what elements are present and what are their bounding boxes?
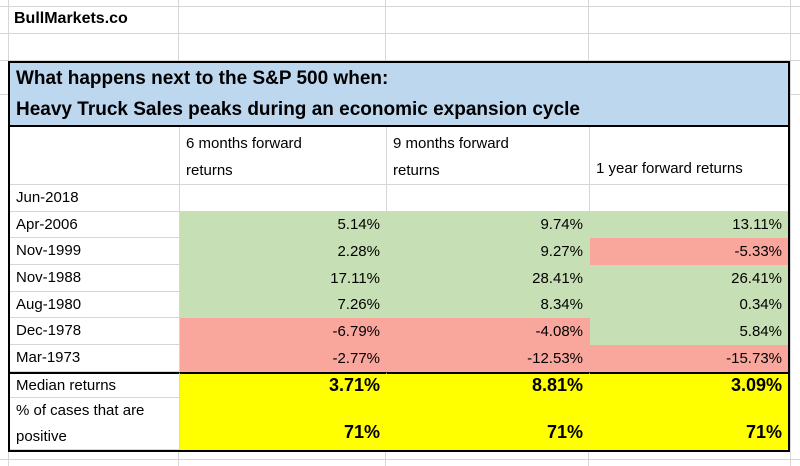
positive-pct-cell[interactable]: 71% (387, 398, 590, 450)
return-cell[interactable]: 2.28% (180, 238, 387, 265)
return-cell[interactable]: 9.74% (387, 212, 590, 238)
row-label[interactable]: Aug-1980 (10, 292, 180, 318)
return-cell[interactable]: 7.26% (180, 292, 387, 318)
gridline (0, 33, 800, 34)
return-cell[interactable]: 5.14% (180, 212, 387, 238)
row-label[interactable]: Mar-1973 (10, 345, 180, 372)
return-cell[interactable]: 28.41% (387, 265, 590, 292)
title-line-1: What happens next to the S&P 500 when: (16, 68, 389, 89)
gridline (0, 6, 800, 7)
median-value-cell[interactable]: 3.09% (590, 372, 788, 398)
return-cell[interactable] (387, 185, 590, 212)
gridline (0, 459, 800, 460)
summary-row-label[interactable]: % of cases that are positive (10, 398, 180, 450)
summary-row-label[interactable]: Median returns (10, 372, 180, 398)
return-cell[interactable]: 5.84% (590, 318, 788, 345)
median-value-cell[interactable]: 8.81% (387, 372, 590, 398)
returns-table: 6 months forward returns 9 months forwar… (8, 127, 790, 452)
return-cell[interactable]: 17.11% (180, 265, 387, 292)
return-cell[interactable]: 13.11% (590, 212, 788, 238)
return-cell[interactable] (590, 185, 788, 212)
return-cell[interactable]: -12.53% (387, 345, 590, 372)
return-cell[interactable]: -4.08% (387, 318, 590, 345)
return-cell[interactable]: 8.34% (387, 292, 590, 318)
row-label[interactable]: Nov-1999 (10, 238, 180, 265)
return-cell[interactable]: -15.73% (590, 345, 788, 372)
row-label[interactable]: Jun-2018 (10, 185, 180, 212)
return-cell[interactable]: 0.34% (590, 292, 788, 318)
return-cell[interactable]: 9.27% (387, 238, 590, 265)
positive-pct-cell[interactable]: 71% (590, 398, 788, 450)
row-label[interactable]: Nov-1988 (10, 265, 180, 292)
gridline (790, 0, 791, 466)
title-banner: What happens next to the S&P 500 when: H… (8, 61, 790, 127)
title-line-2: Heavy Truck Sales peaks during an econom… (16, 99, 580, 120)
return-cell[interactable] (180, 185, 387, 212)
median-value-cell[interactable]: 3.71% (180, 372, 387, 398)
positive-pct-cell[interactable]: 71% (180, 398, 387, 450)
column-header-label: 9 months forward returns (393, 135, 509, 179)
gridline (0, 60, 800, 61)
return-cell[interactable]: 26.41% (590, 265, 788, 292)
column-header-6-months[interactable]: 6 months forward returns (180, 127, 387, 185)
return-cell[interactable]: -2.77% (180, 345, 387, 372)
column-header-blank[interactable] (10, 127, 180, 185)
column-header-label: 6 months forward returns (186, 135, 302, 179)
brand-cell: BullMarkets.co (14, 10, 128, 27)
column-header-1-year[interactable]: 1 year forward returns (590, 127, 788, 185)
row-label[interactable]: Dec-1978 (10, 318, 180, 345)
return-cell[interactable]: -6.79% (180, 318, 387, 345)
row-label[interactable]: Apr-2006 (10, 212, 180, 238)
return-cell[interactable]: -5.33% (590, 238, 788, 265)
column-header-9-months[interactable]: 9 months forward returns (387, 127, 590, 185)
